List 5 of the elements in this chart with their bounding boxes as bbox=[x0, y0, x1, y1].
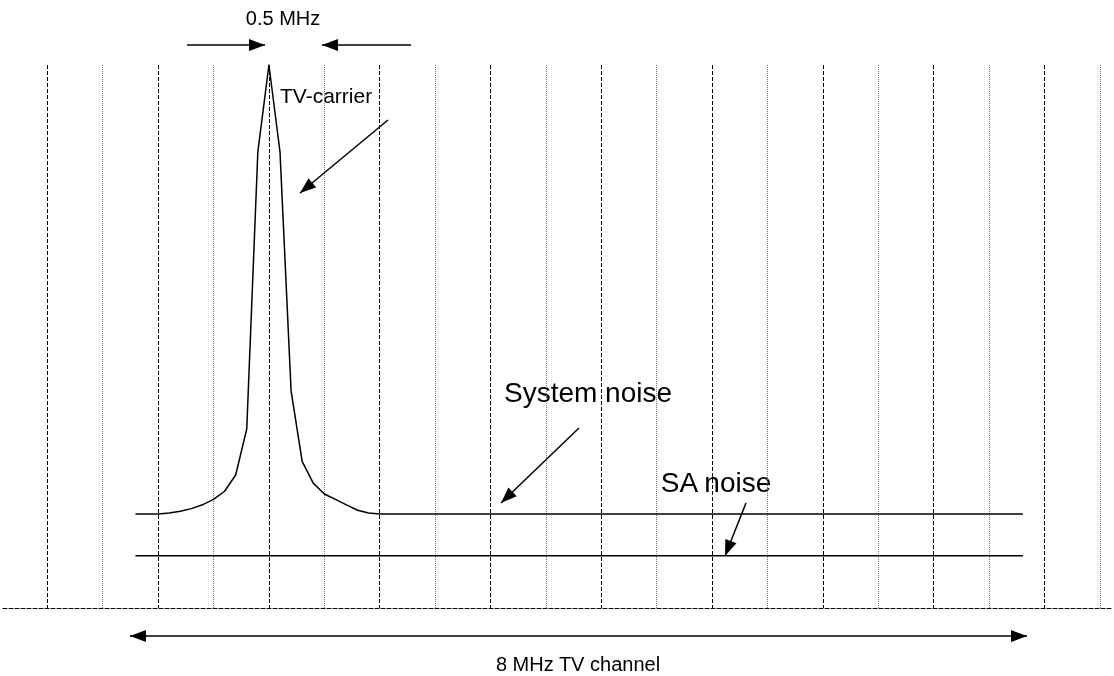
annotation: System noise bbox=[503, 376, 673, 408]
annotation: TV-carrier bbox=[280, 83, 373, 107]
annotation: SA noise bbox=[660, 466, 772, 498]
text: 0.5 MHz bbox=[245, 7, 321, 29]
text: 8 MHz TV channel bbox=[495, 653, 661, 675]
